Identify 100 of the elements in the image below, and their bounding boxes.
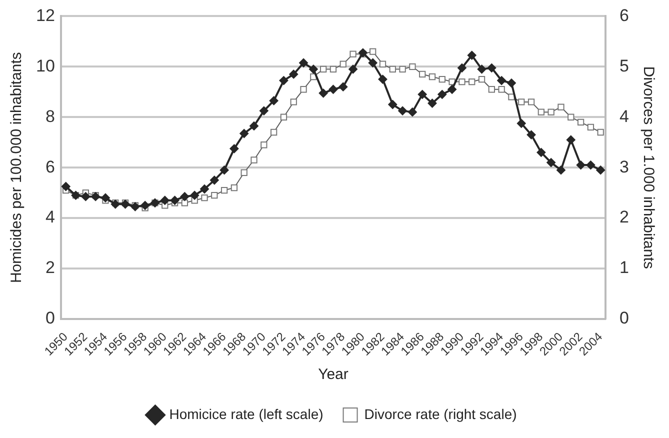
point bbox=[497, 76, 506, 86]
point bbox=[597, 128, 604, 136]
y-tick-label: 10 bbox=[36, 56, 55, 76]
point bbox=[200, 184, 209, 194]
point bbox=[300, 86, 307, 93]
point bbox=[180, 192, 190, 202]
point bbox=[220, 166, 229, 175]
point bbox=[340, 60, 346, 68]
point bbox=[498, 86, 505, 93]
point bbox=[370, 48, 376, 55]
point bbox=[110, 200, 120, 209]
point bbox=[190, 190, 200, 200]
point bbox=[81, 192, 90, 202]
point bbox=[388, 100, 398, 109]
legend-label: Homicice rate (left scale) bbox=[169, 406, 324, 422]
point bbox=[240, 169, 248, 176]
point bbox=[280, 114, 288, 120]
point bbox=[130, 202, 140, 212]
point bbox=[260, 142, 268, 148]
y-tick-label: 2 bbox=[45, 258, 55, 278]
point bbox=[478, 76, 486, 83]
point bbox=[279, 76, 288, 86]
y-axis-title: Homicides per 100.000 inhabitants bbox=[8, 52, 26, 284]
y2-tick-label: 5 bbox=[620, 56, 630, 76]
point bbox=[230, 184, 238, 192]
point bbox=[91, 192, 100, 202]
point bbox=[587, 124, 594, 131]
point bbox=[568, 114, 574, 120]
point bbox=[358, 48, 368, 58]
point bbox=[389, 66, 396, 73]
point bbox=[438, 76, 446, 83]
y2-tick-label: 3 bbox=[620, 157, 630, 176]
point bbox=[586, 160, 596, 170]
y-tick-label: 4 bbox=[45, 208, 55, 227]
point bbox=[270, 128, 278, 136]
point bbox=[558, 104, 564, 110]
y2-tick-label: 6 bbox=[620, 6, 630, 25]
point bbox=[419, 70, 426, 78]
point bbox=[458, 78, 466, 86]
point bbox=[160, 196, 170, 205]
point bbox=[338, 82, 348, 92]
point bbox=[428, 73, 436, 80]
point bbox=[120, 200, 130, 209]
point bbox=[140, 200, 150, 210]
point bbox=[418, 90, 427, 99]
point bbox=[201, 194, 208, 202]
point bbox=[269, 96, 278, 106]
point bbox=[428, 98, 437, 108]
point bbox=[546, 158, 556, 168]
point bbox=[348, 64, 358, 74]
point bbox=[538, 108, 545, 116]
y-tick-label: 0 bbox=[45, 308, 55, 328]
point bbox=[398, 106, 408, 116]
point bbox=[330, 66, 337, 73]
point bbox=[528, 98, 535, 106]
y2-axis-title: Divorces per 1.000 inhabitants bbox=[640, 66, 657, 269]
point bbox=[556, 166, 566, 175]
point bbox=[350, 50, 356, 58]
point bbox=[399, 66, 406, 73]
point bbox=[518, 98, 525, 106]
point bbox=[220, 186, 228, 194]
point bbox=[526, 130, 536, 140]
y-tick-label: 6 bbox=[45, 157, 55, 176]
point bbox=[536, 148, 546, 157]
point bbox=[328, 84, 338, 94]
y2-tick-label: 1 bbox=[620, 258, 630, 278]
point bbox=[468, 78, 476, 86]
point bbox=[566, 135, 576, 144]
point bbox=[170, 196, 180, 205]
point bbox=[487, 63, 496, 72]
point bbox=[457, 63, 466, 72]
point bbox=[230, 144, 239, 154]
point bbox=[61, 182, 70, 191]
point bbox=[448, 84, 457, 94]
point bbox=[289, 70, 298, 79]
point bbox=[596, 166, 606, 175]
point bbox=[488, 86, 495, 93]
point bbox=[181, 200, 188, 206]
point bbox=[250, 121, 259, 130]
point bbox=[368, 58, 378, 68]
y2-tick-label: 2 bbox=[620, 208, 630, 227]
y-tick-label: 8 bbox=[45, 106, 55, 126]
point bbox=[379, 60, 386, 68]
x-axis-title: Year bbox=[318, 366, 348, 384]
point bbox=[100, 193, 110, 202]
point bbox=[320, 66, 327, 73]
y2-tick-label: 0 bbox=[620, 308, 630, 328]
point bbox=[577, 118, 584, 126]
point bbox=[576, 160, 586, 170]
point bbox=[318, 88, 328, 98]
legend-label: Divorce rate (right scale) bbox=[364, 406, 517, 422]
point bbox=[250, 156, 258, 164]
point bbox=[290, 98, 297, 106]
y-tick-label: 12 bbox=[36, 6, 55, 25]
point bbox=[438, 90, 447, 99]
point bbox=[240, 129, 249, 138]
point bbox=[506, 78, 516, 88]
point bbox=[408, 108, 417, 117]
y2-tick-label: 4 bbox=[620, 106, 630, 126]
point bbox=[210, 176, 219, 185]
